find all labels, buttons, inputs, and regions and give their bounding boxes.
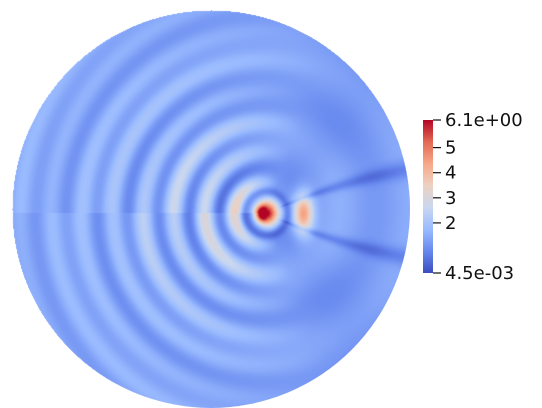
field-raster [12, 10, 410, 408]
colorbar: 6.1e+00 5 4 3 2 4.5e-03 [423, 110, 523, 284]
colorbar-ticks: 6.1e+00 5 4 3 2 4.5e-03 [433, 110, 523, 284]
colorbar-tick-label: 4 [445, 163, 456, 184]
colorbar-tick-label: 3 [445, 188, 456, 209]
field-disk [12, 10, 410, 408]
colorbar-tick-label: 5 [445, 138, 456, 159]
colorbar-gradient [423, 120, 433, 273]
colorbar-tick-label: 6.1e+00 [445, 110, 523, 131]
colorbar-tick-label: 4.5e-03 [445, 263, 514, 284]
colorbar-tick-label: 2 [445, 213, 456, 234]
